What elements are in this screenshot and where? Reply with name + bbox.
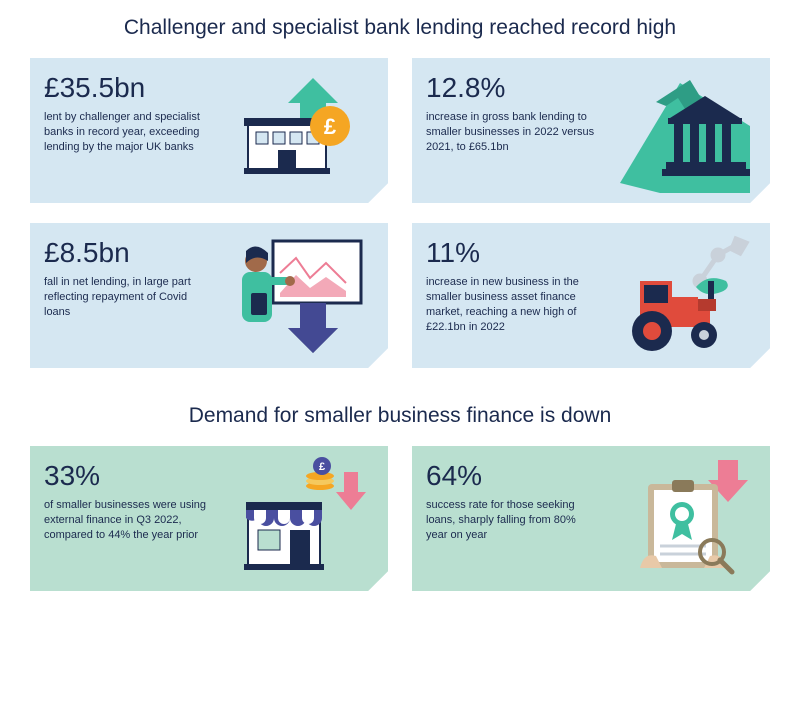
stat-desc: increase in gross bank lending to smalle… [426,110,596,155]
stat-desc: lent by challenger and specialist banks … [44,110,214,155]
section-title: Challenger and specialist bank lending r… [30,10,770,40]
card-grid: £35.5bn lent by challenger and specialis… [30,58,770,368]
presenter-down-icon [218,233,368,358]
svg-text:£: £ [319,461,325,473]
stat-desc: of smaller businesses were using externa… [44,498,214,543]
stat-desc: fall in net lending, in large part refle… [44,275,214,320]
stat-card: 11% increase in new business in the smal… [412,223,770,368]
card-grid: 33% of smaller businesses were using ext… [30,446,770,591]
clipboard-hands-down-icon [600,456,750,581]
stat-desc: success rate for those seeking loans, sh… [426,498,596,543]
stat-card: 64% success rate for those seeking loans… [412,446,770,591]
building-pound-up-icon: £ [218,68,368,193]
stat-desc: increase in new business in the smaller … [426,275,596,334]
tractor-robot-icon [600,233,750,358]
stat-card: £8.5bn fall in net lending, in large par… [30,223,388,368]
section-demand: Demand for smaller business finance is d… [0,388,800,611]
svg-text:£: £ [324,114,337,139]
stat-card: 33% of smaller businesses were using ext… [30,446,388,591]
section-challenger: Challenger and specialist bank lending r… [0,0,800,388]
shop-coins-down-icon: £ [218,456,368,581]
bank-arrow-icon [600,68,750,193]
stat-card: £35.5bn lent by challenger and specialis… [30,58,388,203]
stat-card: 12.8% increase in gross bank lending to … [412,58,770,203]
section-title: Demand for smaller business finance is d… [30,398,770,428]
